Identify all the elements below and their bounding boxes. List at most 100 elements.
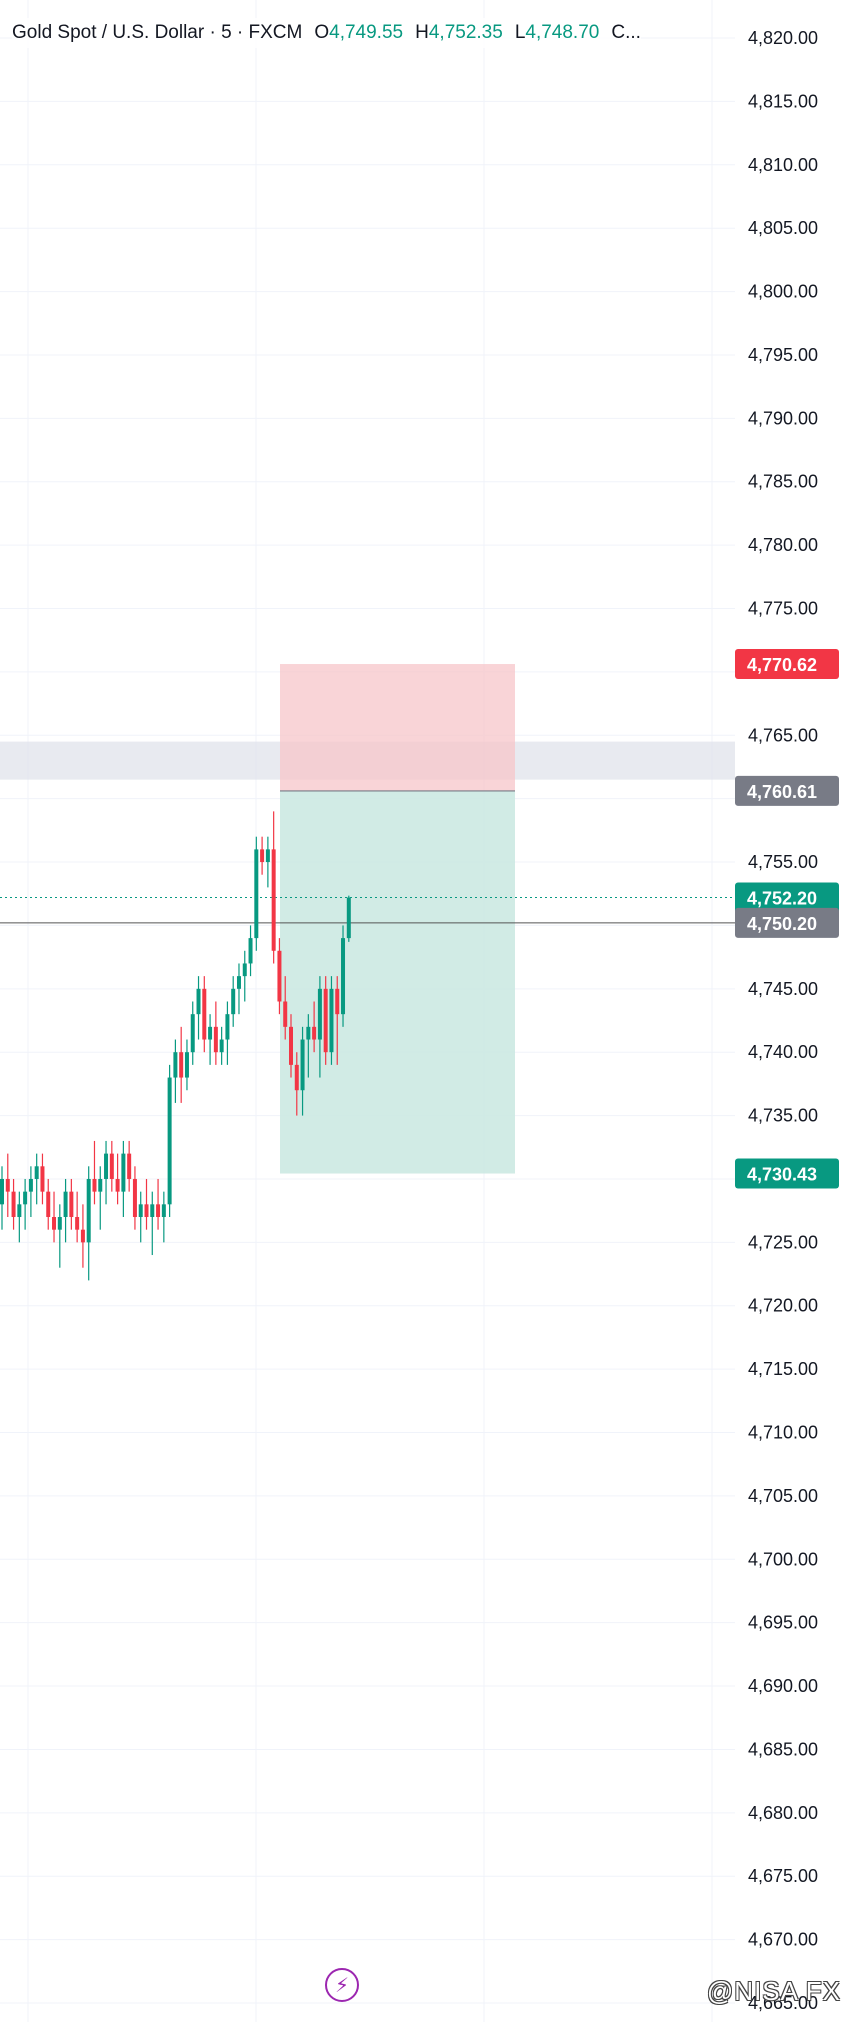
candle[interactable] xyxy=(5,1153,10,1218)
candle[interactable] xyxy=(17,1191,22,1243)
candle[interactable] xyxy=(329,976,334,1065)
candle[interactable] xyxy=(138,1191,143,1243)
candle-body xyxy=(231,988,236,1015)
candle[interactable] xyxy=(86,1166,91,1281)
candle-body xyxy=(75,1217,80,1230)
candle[interactable] xyxy=(196,976,201,1040)
candle[interactable] xyxy=(225,1001,230,1065)
candle-body xyxy=(306,1026,311,1040)
watermark: @NISA FX xyxy=(706,1976,841,2006)
candle[interactable] xyxy=(0,1166,4,1230)
candle[interactable] xyxy=(40,1153,45,1205)
candle[interactable] xyxy=(144,1178,149,1230)
stop-loss-zone[interactable] xyxy=(280,664,515,791)
candle[interactable] xyxy=(190,1001,195,1065)
candle[interactable] xyxy=(28,1166,33,1218)
candle[interactable] xyxy=(294,1052,299,1116)
candle[interactable] xyxy=(98,1166,103,1230)
candle[interactable] xyxy=(335,976,340,1065)
candle[interactable] xyxy=(184,1039,189,1091)
candle-body xyxy=(190,1014,195,1053)
candle[interactable] xyxy=(236,963,241,1015)
price-axis[interactable]: 4,820.00 4,815.00 4,810.00 4,805.00 4,800.00… xyxy=(748,28,818,2013)
candle[interactable] xyxy=(23,1178,28,1230)
candle[interactable] xyxy=(271,811,276,964)
candles[interactable] xyxy=(0,811,351,1281)
candle[interactable] xyxy=(109,1140,114,1192)
candle[interactable] xyxy=(69,1178,74,1230)
candle[interactable] xyxy=(265,836,270,888)
candle[interactable] xyxy=(179,1026,184,1103)
candle-body xyxy=(242,963,247,977)
candle[interactable] xyxy=(80,1204,85,1268)
candle[interactable] xyxy=(150,1191,155,1256)
candle[interactable] xyxy=(121,1140,126,1218)
candle[interactable] xyxy=(341,925,346,1027)
candle[interactable] xyxy=(132,1166,137,1230)
high-label: H xyxy=(415,22,429,43)
candle[interactable] xyxy=(300,1026,305,1116)
candle-body xyxy=(132,1178,137,1218)
candle[interactable] xyxy=(208,1014,213,1065)
candle-body xyxy=(46,1191,51,1218)
candle[interactable] xyxy=(289,1014,293,1078)
candle[interactable] xyxy=(312,1001,317,1053)
candle[interactable] xyxy=(248,925,253,977)
candle[interactable] xyxy=(242,950,247,1002)
price-axis-label: 4,705.00 xyxy=(748,1486,818,1506)
candle[interactable] xyxy=(161,1191,166,1243)
candle[interactable] xyxy=(254,836,259,951)
candle-body xyxy=(173,1052,178,1078)
candle[interactable] xyxy=(231,976,236,1027)
candle[interactable] xyxy=(34,1153,39,1205)
price-lines xyxy=(0,897,735,924)
candle[interactable] xyxy=(63,1178,68,1243)
lightning-icon[interactable]: ⚡ xyxy=(325,1968,359,2002)
candle[interactable] xyxy=(306,1014,311,1078)
open-value: 4,749.55 xyxy=(329,22,404,43)
candle[interactable] xyxy=(115,1153,120,1205)
candle-body xyxy=(219,1039,224,1053)
candle[interactable] xyxy=(75,1191,80,1243)
candle[interactable] xyxy=(167,1064,172,1218)
candle[interactable] xyxy=(11,1178,16,1230)
candle[interactable] xyxy=(52,1191,57,1243)
candle-body xyxy=(161,1204,166,1218)
symbol-name[interactable]: Gold Spot / U.S. Dollar · 5 · FXCM xyxy=(12,22,303,43)
candle[interactable] xyxy=(260,836,265,875)
candle[interactable] xyxy=(57,1204,62,1268)
candle-body xyxy=(80,1229,85,1243)
price-axis-label: 4,815.00 xyxy=(748,91,818,111)
candle[interactable] xyxy=(317,976,322,1078)
candle-body xyxy=(271,849,276,951)
price-tags: 4,770.624,760.614,752.2004:134,750.204,7… xyxy=(735,649,839,1189)
candle[interactable] xyxy=(156,1178,161,1230)
candle[interactable] xyxy=(46,1178,51,1230)
price-axis-label: 4,695.00 xyxy=(748,1613,818,1633)
candle[interactable] xyxy=(213,1001,218,1065)
candle[interactable] xyxy=(277,938,282,1015)
candle[interactable] xyxy=(346,895,351,942)
candle-body xyxy=(300,1039,305,1091)
candle-body xyxy=(202,988,207,1040)
candle[interactable] xyxy=(92,1140,97,1205)
candle[interactable] xyxy=(173,1039,178,1103)
position-tool[interactable] xyxy=(0,664,735,1174)
candle-body xyxy=(283,1001,288,1027)
candle-body xyxy=(98,1178,103,1192)
candle[interactable] xyxy=(219,1026,224,1065)
take-profit-zone[interactable] xyxy=(280,790,515,1174)
price-axis-label: 4,675.00 xyxy=(748,1866,818,1886)
candle[interactable] xyxy=(104,1140,109,1205)
target-price-tag-text: 4,730.43 xyxy=(747,1165,817,1185)
price-axis-label: 4,785.00 xyxy=(748,472,818,492)
candle[interactable] xyxy=(127,1140,132,1192)
candle[interactable] xyxy=(323,976,328,1065)
open-label: O xyxy=(314,22,330,43)
symbol-legend[interactable]: Gold Spot / U.S. Dollar · 5 · FXCM O 4,7… xyxy=(12,18,641,48)
candle[interactable] xyxy=(283,976,288,1040)
high-value: 4,752.35 xyxy=(428,22,503,43)
candle[interactable] xyxy=(202,976,207,1053)
